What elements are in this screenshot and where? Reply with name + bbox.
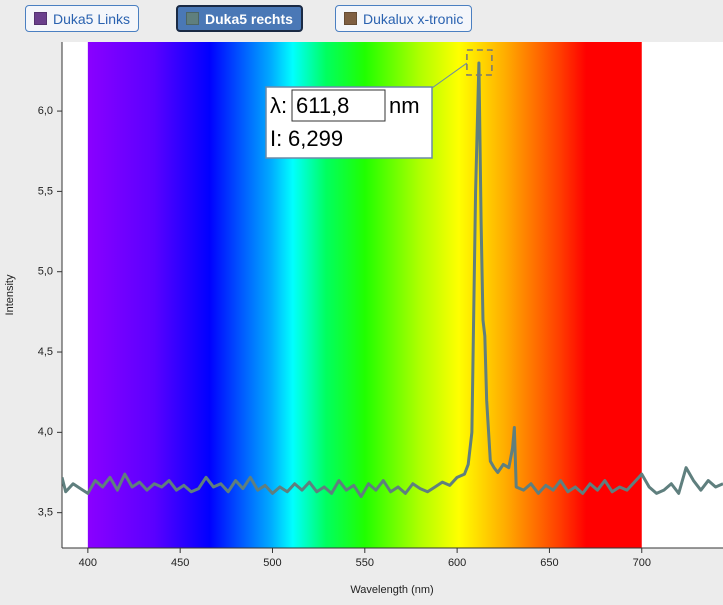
series-line — [62, 61, 723, 499]
y-tick-label: 6,0 — [38, 105, 53, 117]
y-tick-label: 4,5 — [38, 346, 53, 358]
wavelength-input — [291, 89, 386, 122]
hover-marker — [466, 49, 493, 76]
x-tick-label: 400 — [79, 557, 97, 569]
y-tick-label: 5,0 — [38, 266, 53, 278]
legend-swatch — [344, 12, 357, 25]
legend-button[interactable]: Dukalux x-tronic — [335, 5, 473, 32]
legend-swatch — [186, 12, 199, 25]
tooltip-intensity-value: 6,299 — [288, 126, 343, 151]
tooltip-intensity-label: I: — [270, 126, 282, 151]
legend-label: Duka5 Links — [53, 10, 131, 27]
tooltip-unit: nm — [389, 93, 420, 118]
legend-button[interactable]: Duka5 rechts — [176, 5, 303, 32]
x-tick-label: 700 — [633, 557, 651, 569]
legend-label: Dukalux x-tronic — [363, 10, 464, 27]
wavelength-input-value: 611,8 — [296, 93, 349, 118]
y-tick-label: 5,5 — [38, 185, 53, 197]
y-tick-label: 4,0 — [38, 426, 53, 438]
x-tick-label: 600 — [448, 557, 466, 569]
y-axis-label: Intensity — [4, 274, 16, 315]
y-tick-label: 3,5 — [38, 507, 53, 519]
legend-button[interactable]: Duka5 Links — [25, 5, 140, 32]
tooltip-lambda-label: λ: — [270, 93, 287, 118]
legend-label: Duka5 rechts — [205, 10, 293, 27]
x-tick-label: 650 — [540, 557, 558, 569]
x-tick-label: 550 — [356, 557, 374, 569]
x-tick-label: 500 — [263, 557, 281, 569]
x-tick-label: 450 — [171, 557, 189, 569]
x-axis-label: Wavelength (nm) — [350, 584, 433, 596]
tooltip-connector — [431, 62, 468, 89]
legend-swatch — [34, 12, 47, 25]
